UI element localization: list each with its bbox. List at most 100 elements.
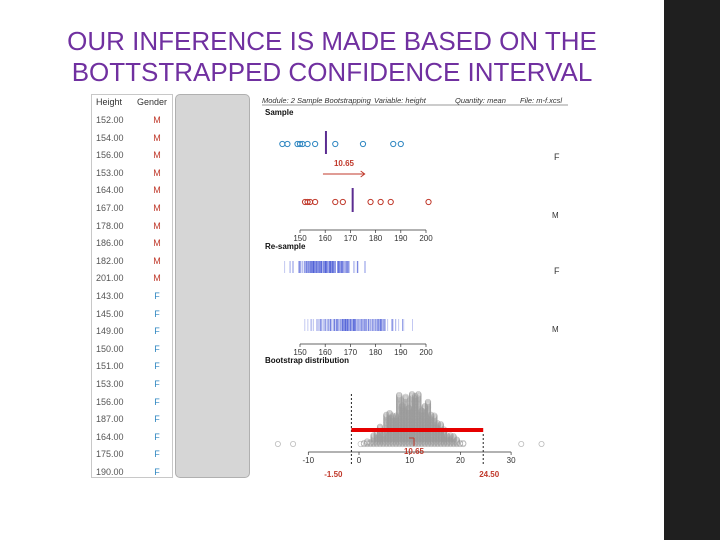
observed-difference-label: 10.65 (404, 447, 425, 456)
table-cell-height: 175.00 (96, 449, 124, 460)
table-cell-gender: M (153, 203, 161, 213)
resample-label: Re-sample (265, 242, 306, 251)
bootstrap-dot (274, 440, 281, 447)
table-cell-height: 201.00 (96, 273, 124, 284)
table-cell-gender: F (154, 308, 160, 319)
table-cell-gender: F (154, 326, 160, 337)
table-cell-gender: F (154, 449, 160, 460)
resample-axis-tick-label: 180 (369, 348, 383, 357)
bootstrap-dot (360, 440, 368, 447)
bootstrap-dot (408, 391, 416, 398)
table-cell-height: 178.00 (96, 220, 124, 231)
table-cell-height: 154.00 (96, 132, 124, 143)
difference-arrow-head (360, 170, 366, 178)
sample-axis-tick-label: 190 (394, 234, 408, 243)
sample-female-point (279, 140, 286, 148)
header-variable: Variable: height (374, 96, 427, 105)
table-cell-gender: M (153, 220, 161, 231)
table-cell-gender: M (153, 115, 161, 125)
bootstrap-dot (399, 402, 406, 409)
table-cell-gender: F (154, 291, 160, 301)
sample-male-point (339, 198, 346, 206)
bootstrap-dot (389, 412, 396, 419)
table-cell-gender: M (153, 255, 161, 266)
resample-axis-tick-label: 170 (344, 348, 358, 357)
sample-female-point (284, 140, 291, 148)
table-cell-gender: F (154, 467, 160, 477)
table-cell-gender: M (153, 150, 161, 161)
difference-label: 10.65 (334, 159, 355, 168)
resample-female-group-label: F (554, 266, 560, 276)
table-cell-gender: M (153, 273, 161, 284)
resample-axis: 150 160 170 180 190 200 (293, 343, 433, 357)
table-cell-height: 167.00 (96, 203, 124, 213)
bootstrap-dot (538, 440, 545, 447)
table-cell-gender: M (153, 132, 161, 143)
bootstrap-visualization: Module: 2 Sample Bootstrapping Variable:… (252, 94, 572, 484)
title-line-1: OUR INFERENCE IS MADE BASED ON THE (67, 26, 597, 56)
sample-male-group-label: M (552, 211, 559, 220)
sample-female-point (397, 140, 404, 148)
table-cell-gender: F (154, 379, 160, 389)
slide-title: OUR INFERENCE IS MADE BASED ON THE BOTTS… (0, 26, 664, 88)
bootstrap-dot (434, 420, 441, 427)
visualization-canvas: Module: 2 Sample Bootstrapping Variable:… (262, 96, 568, 479)
bootstrap-axis-tick-label: 0 (357, 456, 362, 465)
bootstrap-dot (415, 391, 422, 398)
resample-axis-tick-label: 190 (394, 348, 408, 357)
table-cell-height: 149.00 (96, 326, 124, 337)
sample-label: Sample (265, 108, 294, 117)
sample-axis-tick-label: 160 (319, 234, 333, 243)
bootstrap-dot (428, 411, 435, 418)
table-cell-height: 153.00 (96, 167, 124, 178)
sample-female-point (312, 140, 319, 148)
bootstrap-dot (383, 411, 390, 418)
sample-female-point (390, 140, 397, 148)
bootstrap-dot (396, 391, 403, 399)
table-cell-gender: F (154, 343, 160, 354)
sample-axis-tick-label: 200 (419, 234, 433, 243)
bootstrap-dot (370, 432, 377, 439)
sample-male-point (304, 198, 311, 206)
bootstrap-dot (518, 440, 525, 447)
sample-male-point (387, 198, 394, 206)
sample-male-point (377, 198, 384, 206)
resample-male-strip (304, 319, 413, 331)
dark-side-bar (664, 0, 720, 540)
sample-male-points (301, 198, 432, 206)
table-cell-height: 190.00 (96, 467, 124, 477)
bootstrap-dot (437, 421, 444, 428)
table-cell-gender: F (154, 361, 160, 372)
sample-axis: 150 160 170 180 190 200 (293, 229, 433, 243)
table-cell-height: 156.00 (96, 396, 124, 407)
table-cell-height: 153.00 (96, 379, 124, 389)
sample-male-point (312, 198, 319, 206)
sample-male-point (332, 198, 339, 206)
table-cell-height: 164.00 (96, 431, 124, 442)
table-cell-height: 156.00 (96, 150, 124, 161)
bootstrap-dot (402, 393, 409, 400)
resample-axis-tick-label: 160 (319, 348, 333, 357)
sample-female-group-label: F (554, 152, 560, 162)
table-cell-height: 151.00 (96, 361, 124, 372)
table-cell-height: 143.00 (96, 291, 124, 301)
table-cell-height: 182.00 (96, 255, 124, 266)
bootstrap-dot (447, 432, 454, 439)
bootstrap-dot (450, 433, 457, 440)
table-cell-gender: F (154, 431, 160, 442)
sample-female-point (304, 140, 311, 148)
empty-panel (175, 94, 250, 478)
resample-axis-tick-label: 150 (293, 348, 307, 357)
sample-axis-tick-label: 180 (369, 234, 383, 243)
sample-axis-tick-label: 150 (293, 234, 307, 243)
table-cell-height: 164.00 (96, 185, 124, 196)
ci-lower-label: -1.50 (324, 470, 343, 479)
column-header-height: Height (96, 97, 123, 107)
bootstrap-dot (290, 440, 297, 447)
header-module: Module: 2 Sample Bootstrapping (262, 96, 372, 105)
table-cell-height: 145.00 (96, 308, 124, 319)
sample-male-point (425, 198, 432, 206)
table-cell-gender: F (154, 414, 160, 425)
data-table[interactable]: Height Gender 152.00 M 154.00 M 156.00 M 153.0… (91, 94, 173, 478)
table-cell-gender: M (153, 238, 161, 249)
